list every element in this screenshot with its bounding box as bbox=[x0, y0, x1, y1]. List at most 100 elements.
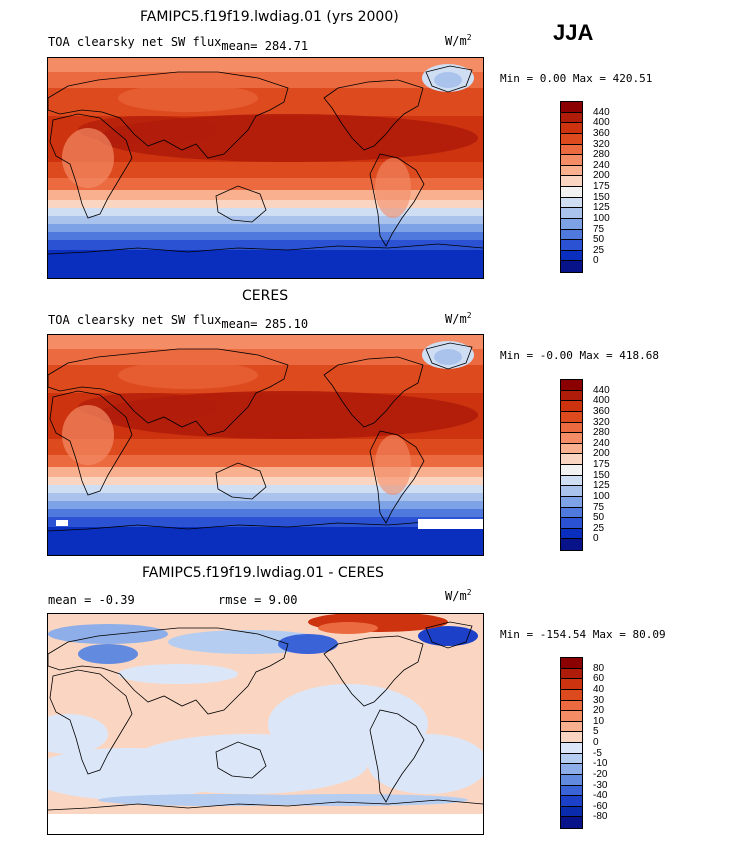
colorbar-tick-label: -60 bbox=[593, 800, 608, 812]
colorbar-swatch bbox=[561, 539, 582, 550]
panel3-mean: mean = -0.39 bbox=[48, 593, 135, 607]
panel2-colorbar bbox=[560, 379, 583, 551]
colorbar-swatch bbox=[561, 133, 582, 145]
colorbar-swatch bbox=[561, 668, 582, 680]
colorbar-swatch bbox=[561, 764, 582, 775]
colorbar-swatch bbox=[561, 401, 582, 412]
colorbar-tick-label: -20 bbox=[593, 768, 608, 780]
colorbar-tick-label: 25 bbox=[593, 522, 605, 534]
colorbar-tick-label: 25 bbox=[593, 244, 605, 256]
colorbar-tick-label: 0 bbox=[593, 737, 599, 748]
colorbar-tick-label: 400 bbox=[593, 395, 610, 407]
colorbar-tick-label: 30 bbox=[593, 694, 605, 706]
colorbar-tick-label: 60 bbox=[593, 673, 605, 685]
panel2-units: W/m2 bbox=[445, 311, 472, 326]
panel2-mean: mean= 285.10 bbox=[221, 317, 309, 331]
colorbar-tick-label: 200 bbox=[593, 170, 610, 182]
colorbar-swatch bbox=[561, 785, 582, 797]
colorbar-swatch bbox=[561, 465, 582, 476]
colorbar-swatch bbox=[561, 806, 582, 818]
colorbar-swatch bbox=[561, 475, 582, 487]
colorbar-tick-label: -80 bbox=[593, 811, 608, 823]
colorbar-tick-label: 80 bbox=[593, 662, 605, 674]
colorbar-swatch bbox=[561, 711, 582, 722]
colorbar-swatch bbox=[561, 721, 582, 733]
colorbar-swatch bbox=[561, 658, 582, 669]
colorbar-swatch bbox=[561, 507, 582, 519]
colorbar-tick-label: 240 bbox=[593, 437, 610, 449]
colorbar-swatch bbox=[561, 443, 582, 455]
colorbar-swatch bbox=[561, 689, 582, 701]
colorbar-tick-label: -10 bbox=[593, 758, 608, 770]
panel1-subtitle: TOA clearsky net SW fluxmean= 284.71 bbox=[48, 35, 309, 53]
panel1-stats: Min = 0.00 Max = 420.51 bbox=[500, 72, 653, 85]
colorbar-swatch bbox=[561, 176, 582, 187]
colorbar-tick-label: 125 bbox=[593, 202, 610, 214]
colorbar-tick-label: 125 bbox=[593, 480, 610, 492]
colorbar-swatch bbox=[561, 817, 582, 828]
panel3-stats: Min = -154.54 Max = 80.09 bbox=[500, 628, 666, 641]
panel1-colorbar bbox=[560, 101, 583, 273]
colorbar-tick-label: 200 bbox=[593, 448, 610, 460]
colorbar-tick-label: 175 bbox=[593, 181, 610, 192]
colorbar-swatch bbox=[561, 218, 582, 230]
colorbar-swatch bbox=[561, 102, 582, 113]
colorbar-swatch bbox=[561, 433, 582, 444]
colorbar-tick-label: 20 bbox=[593, 705, 605, 717]
colorbar-tick-label: 175 bbox=[593, 459, 610, 470]
colorbar-tick-label: 440 bbox=[593, 384, 610, 396]
colorbar-swatch bbox=[561, 496, 582, 508]
colorbar-tick-label: 50 bbox=[593, 512, 605, 524]
panel1-units: W/m2 bbox=[445, 33, 472, 48]
panel2-title: CERES bbox=[242, 288, 289, 304]
colorbar-tick-label: 50 bbox=[593, 234, 605, 246]
colorbar-swatch bbox=[561, 165, 582, 177]
colorbar-tick-label: 280 bbox=[593, 427, 610, 439]
panel1-mean: mean= 284.71 bbox=[221, 39, 309, 53]
colorbar-swatch bbox=[561, 112, 582, 124]
colorbar-tick-label: 440 bbox=[593, 106, 610, 118]
colorbar-tick-label: 360 bbox=[593, 405, 610, 417]
panel3-title: FAMIPC5.f19f19.lwdiag.01 - CERES bbox=[142, 565, 384, 581]
colorbar-swatch bbox=[561, 732, 582, 743]
colorbar-tick-label: -30 bbox=[593, 779, 608, 791]
colorbar-swatch bbox=[561, 390, 582, 402]
panel3-map-svg bbox=[48, 614, 483, 834]
colorbar-tick-label: -5 bbox=[593, 747, 602, 759]
colorbar-swatch bbox=[561, 774, 582, 786]
colorbar-swatch bbox=[561, 250, 582, 262]
panel1-title: FAMIPC5.f19f19.lwdiag.01 (yrs 2000) bbox=[140, 9, 399, 25]
panel3-rmse: rmse = 9.00 bbox=[218, 593, 298, 607]
colorbar-tick-label: 0 bbox=[593, 255, 599, 267]
colorbar-tick-label: 360 bbox=[593, 127, 610, 139]
colorbar-tick-label: 320 bbox=[593, 416, 610, 428]
colorbar-tick-label: 100 bbox=[593, 212, 610, 224]
colorbar-tick-label: 280 bbox=[593, 149, 610, 161]
colorbar-swatch bbox=[561, 187, 582, 198]
panel3-colorbar bbox=[560, 657, 583, 829]
colorbar-swatch bbox=[561, 422, 582, 434]
colorbar-swatch bbox=[561, 155, 582, 166]
colorbar-swatch bbox=[561, 753, 582, 765]
panel1-map bbox=[47, 57, 484, 279]
colorbar-swatch bbox=[561, 700, 582, 712]
season-label: JJA bbox=[553, 20, 594, 45]
colorbar-swatch bbox=[561, 229, 582, 241]
colorbar-swatch bbox=[561, 743, 582, 754]
colorbar-swatch bbox=[561, 486, 582, 497]
colorbar-swatch bbox=[561, 679, 582, 690]
colorbar-swatch bbox=[561, 380, 582, 391]
colorbar-swatch bbox=[561, 123, 582, 134]
colorbar-tick-label: 240 bbox=[593, 159, 610, 171]
panel2-stats: Min = -0.00 Max = 418.68 bbox=[500, 349, 659, 362]
colorbar-tick-label: 5 bbox=[593, 726, 599, 738]
colorbar-swatch bbox=[561, 261, 582, 272]
colorbar-swatch bbox=[561, 144, 582, 156]
colorbar-tick-label: 0 bbox=[593, 533, 599, 545]
colorbar-swatch bbox=[561, 240, 582, 251]
colorbar-swatch bbox=[561, 518, 582, 529]
colorbar-tick-label: 150 bbox=[593, 191, 610, 203]
colorbar-tick-label: 100 bbox=[593, 490, 610, 502]
colorbar-tick-label: 75 bbox=[593, 223, 605, 235]
colorbar-tick-label: 320 bbox=[593, 138, 610, 150]
